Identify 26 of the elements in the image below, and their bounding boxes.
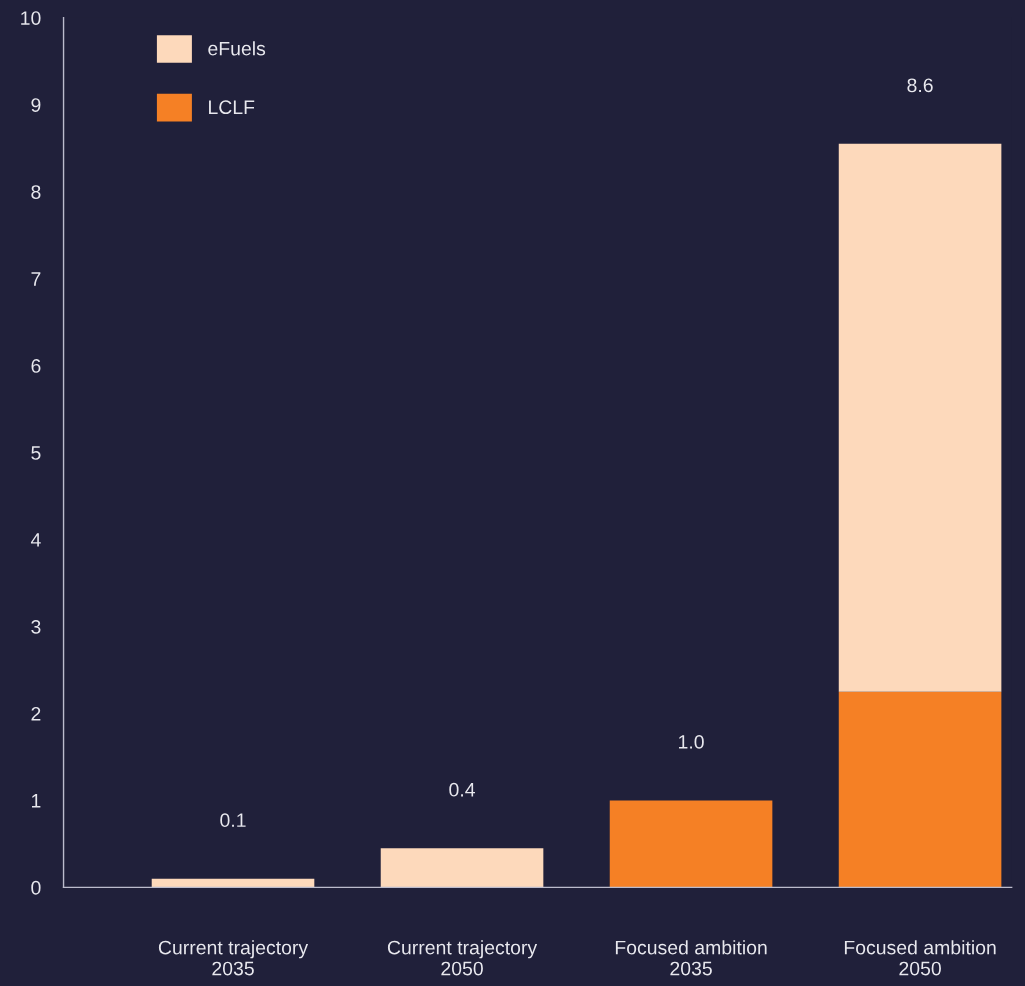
total-label: 8.6 xyxy=(907,78,933,93)
bar xyxy=(151,878,315,888)
y-tick-label: 1 xyxy=(32,794,41,808)
x-tick-label: Current trajectory 2035 xyxy=(158,940,309,976)
y-tick-label: 10 xyxy=(21,11,41,25)
y-tick-label: 2 xyxy=(31,706,41,721)
y-tick-label: 5 xyxy=(31,446,41,460)
bar xyxy=(838,143,1002,692)
y-tick-label: 8 xyxy=(31,185,41,199)
total-label: 0.1 xyxy=(220,813,246,828)
total-label: 1.0 xyxy=(679,734,704,749)
x-tick-label: Focused ambition 2050 xyxy=(844,940,996,976)
legend-label: LCLF xyxy=(209,100,255,115)
bar xyxy=(838,691,1002,888)
y-tick-label: 9 xyxy=(31,98,41,112)
y-tick-label: 6 xyxy=(31,359,41,373)
x-tick-label: Focused ambition 2035 xyxy=(615,940,767,976)
y-tick-label: 3 xyxy=(31,619,41,634)
bar xyxy=(380,848,544,888)
bar xyxy=(609,800,773,888)
total-label: 0.4 xyxy=(449,782,475,797)
y-tick-label: 7 xyxy=(31,272,41,286)
x-tick-label: Current trajectory 2050 xyxy=(387,940,538,976)
y-tick-label: 0 xyxy=(31,880,41,895)
legend-label: eFuels xyxy=(208,41,266,56)
y-tick-label: 4 xyxy=(30,533,41,547)
